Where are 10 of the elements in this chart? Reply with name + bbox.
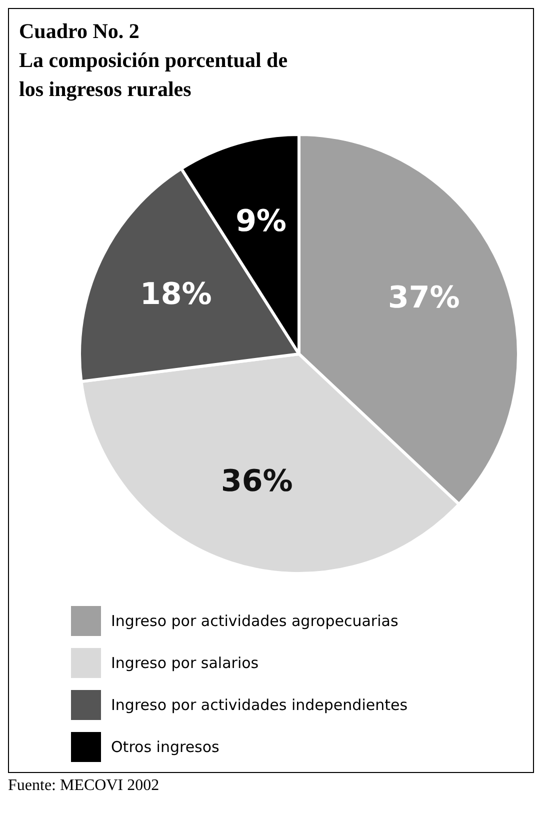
data-label: 9%: [236, 204, 286, 240]
chart-title: Cuadro No. 2 La composición porcentual de los ingresos rurales: [19, 18, 288, 103]
source-note: Fuente: MECOVI 2002: [8, 777, 160, 795]
data-label: 37%: [388, 280, 460, 316]
legend-label: Ingreso por actividades independientes: [111, 696, 408, 714]
data-label: 36%: [221, 464, 293, 500]
data-label: 18%: [140, 276, 212, 312]
legend-label: Otros ingresos: [111, 738, 220, 756]
legend-label: Ingreso por salarios: [111, 654, 259, 672]
legend-label: Ingreso por actividades agropecuarias: [111, 612, 398, 630]
